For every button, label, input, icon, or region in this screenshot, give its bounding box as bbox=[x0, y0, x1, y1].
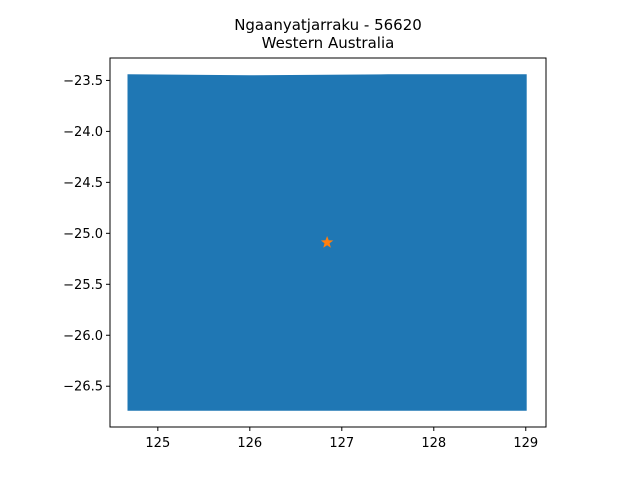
y-tick-label: −23.5 bbox=[63, 74, 103, 89]
y-axis-ticks: −23.5 −24.0 −24.5 −25.0 −25.5 −26.0 −26.5 bbox=[63, 74, 110, 395]
x-tick-label: 127 bbox=[329, 436, 354, 451]
x-tick-label: 128 bbox=[421, 436, 446, 451]
x-axis-ticks: 125 126 127 128 129 bbox=[145, 427, 538, 451]
x-tick-label: 125 bbox=[145, 436, 170, 451]
chart-title-line-1: Ngaanyatjarraku - 56620 bbox=[234, 16, 422, 34]
x-tick-label: 129 bbox=[513, 436, 538, 451]
y-tick-label: −26.0 bbox=[63, 329, 103, 344]
axes-frame bbox=[109, 57, 547, 428]
plot-area bbox=[127, 74, 527, 411]
x-tick-label: 126 bbox=[237, 436, 262, 451]
y-tick-label: −25.0 bbox=[63, 227, 103, 242]
y-tick-label: −26.5 bbox=[63, 380, 103, 395]
centroid-star-marker bbox=[320, 236, 334, 248]
y-tick-label: −24.0 bbox=[63, 125, 103, 140]
chart-title-line-2: Western Australia bbox=[261, 34, 395, 52]
y-tick-label: −24.5 bbox=[63, 176, 103, 191]
y-tick-label: −25.5 bbox=[63, 278, 103, 293]
